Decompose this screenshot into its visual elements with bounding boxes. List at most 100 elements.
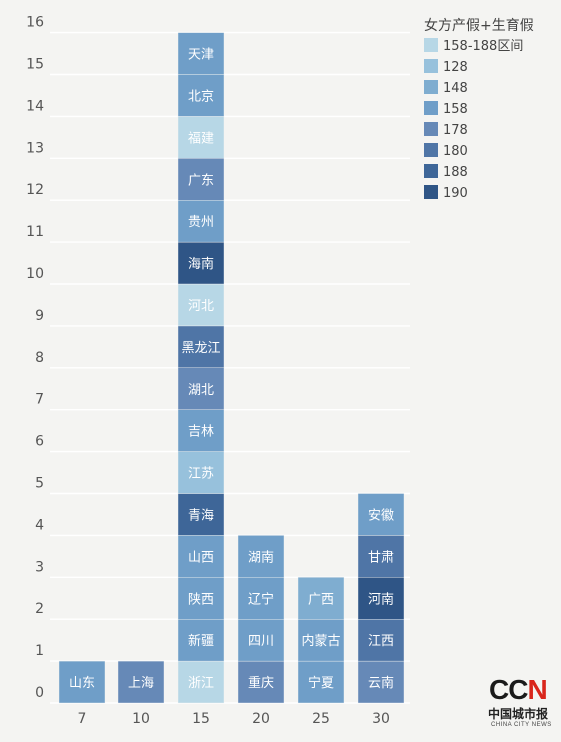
x-tick-label: 10 bbox=[132, 711, 150, 727]
segment-label: 四川 bbox=[248, 634, 274, 649]
y-tick-label: 2 bbox=[35, 601, 44, 617]
y-tick-label: 3 bbox=[35, 559, 44, 575]
segment-label: 吉林 bbox=[188, 425, 214, 440]
bar-segment bbox=[237, 619, 285, 662]
bar-segment bbox=[177, 451, 225, 494]
ccn-logo: CCN bbox=[489, 674, 548, 705]
segment-label: 广东 bbox=[188, 173, 214, 188]
y-tick-label: 12 bbox=[26, 182, 44, 198]
bar-segment bbox=[357, 577, 405, 620]
y-tick-label: 13 bbox=[26, 140, 44, 156]
y-tick-label: 0 bbox=[35, 685, 44, 701]
segment-label: 广西 bbox=[308, 592, 334, 607]
legend-label: 180 bbox=[443, 144, 468, 159]
legend-swatch bbox=[424, 122, 438, 136]
legend-label: 178 bbox=[443, 123, 468, 138]
bar-segment bbox=[177, 241, 225, 285]
legend-swatch bbox=[424, 80, 438, 94]
bar-segment bbox=[177, 367, 225, 410]
y-tick-label: 4 bbox=[35, 517, 44, 533]
legend-label: 158-188区间 bbox=[443, 39, 523, 54]
x-tick-label: 15 bbox=[192, 711, 210, 727]
bar-segment bbox=[357, 535, 405, 578]
bar-segment bbox=[237, 660, 285, 704]
x-tick-label: 20 bbox=[252, 711, 270, 727]
y-tick-label: 14 bbox=[26, 98, 44, 114]
segment-label: 上海 bbox=[128, 676, 154, 691]
legend-swatch bbox=[424, 164, 438, 178]
segment-label: 海南 bbox=[188, 256, 214, 272]
legend-title: 女方产假+生育假 bbox=[424, 17, 534, 34]
y-tick-label: 8 bbox=[35, 350, 44, 366]
segment-label: 河北 bbox=[188, 299, 214, 314]
segment-label: 湖南 bbox=[248, 549, 274, 565]
y-tick-label: 7 bbox=[35, 392, 44, 408]
legend-swatch bbox=[424, 59, 438, 73]
legend-swatch bbox=[424, 185, 438, 199]
bar-segment bbox=[297, 577, 345, 620]
bar-segment bbox=[237, 535, 285, 578]
bar-segment bbox=[177, 74, 225, 117]
y-tick-label: 6 bbox=[35, 434, 44, 450]
segment-label: 陕西 bbox=[188, 592, 214, 607]
bar-segment bbox=[177, 283, 225, 327]
segment-label: 湖北 bbox=[188, 383, 214, 398]
segment-label: 福建 bbox=[188, 131, 214, 146]
gridlines bbox=[50, 31, 410, 704]
legend-swatch bbox=[424, 101, 438, 115]
segment-label: 山东 bbox=[69, 676, 95, 691]
bar-segment bbox=[177, 32, 225, 75]
y-tick-label: 11 bbox=[26, 224, 44, 240]
x-tick-label: 30 bbox=[372, 711, 390, 727]
y-tick-label: 16 bbox=[26, 15, 44, 31]
legend-label: 190 bbox=[443, 186, 468, 201]
bar-segment bbox=[297, 660, 345, 704]
segment-label: 内蒙古 bbox=[301, 633, 340, 649]
x-tick-label: 7 bbox=[78, 711, 87, 727]
y-tick-label: 5 bbox=[35, 476, 44, 492]
legend: 女方产假+生育假 158-188区间 128 148 158 178 180 188 190 bbox=[424, 17, 534, 201]
y-tick-label: 9 bbox=[35, 308, 44, 324]
bar-segment bbox=[177, 158, 225, 201]
legend-label: 128 bbox=[443, 60, 468, 75]
y-tick-label: 15 bbox=[26, 57, 44, 73]
bar-segment bbox=[357, 493, 405, 536]
segment-label: 江苏 bbox=[188, 466, 214, 482]
segment-label: 北京 bbox=[188, 89, 214, 104]
segment-label: 云南 bbox=[368, 675, 394, 691]
bar-segment bbox=[177, 660, 225, 704]
segment-label: 江西 bbox=[368, 634, 394, 649]
segment-label: 安徽 bbox=[368, 508, 394, 523]
bar-segment bbox=[58, 660, 106, 704]
bar-segment bbox=[117, 660, 165, 704]
segment-label: 宁夏 bbox=[308, 675, 334, 691]
bar-segment bbox=[177, 493, 225, 536]
segment-label: 山西 bbox=[188, 550, 214, 565]
segment-label: 重庆 bbox=[248, 675, 274, 691]
y-tick-label: 10 bbox=[26, 266, 44, 282]
bar-segment bbox=[177, 409, 225, 452]
bar-segment bbox=[297, 619, 345, 662]
bar-segment bbox=[177, 116, 225, 159]
segment-label: 甘肃 bbox=[368, 550, 394, 565]
logo-name-cn: 中国城市报 bbox=[488, 707, 549, 721]
segment-label: 贵州 bbox=[188, 215, 214, 230]
segment-label: 辽宁 bbox=[248, 591, 274, 607]
legend-label: 188 bbox=[443, 165, 468, 180]
segment-label: 青海 bbox=[188, 508, 214, 523]
legend-label: 158 bbox=[443, 102, 468, 117]
segment-label: 新疆 bbox=[188, 633, 214, 649]
bar-segment bbox=[177, 535, 225, 578]
y-tick-label: 1 bbox=[35, 643, 44, 659]
bar-segment bbox=[177, 199, 225, 243]
x-axis: 7 10 15 20 25 30 bbox=[78, 711, 390, 727]
legend-label: 148 bbox=[443, 81, 468, 96]
bar-segment bbox=[357, 619, 405, 662]
segment-label: 浙江 bbox=[188, 676, 214, 691]
bar-segment bbox=[177, 325, 225, 368]
segment-label: 黑龙江 bbox=[181, 341, 220, 356]
logo-name-en: CHINA CITY NEWS bbox=[491, 722, 552, 728]
